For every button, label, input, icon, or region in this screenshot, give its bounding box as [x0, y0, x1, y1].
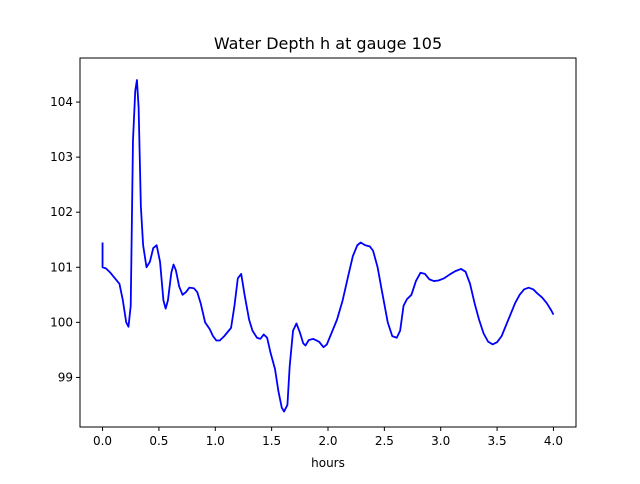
x-tick-label: 3.5	[488, 434, 507, 448]
y-tick-label: 103	[50, 150, 73, 164]
chart-title: Water Depth h at gauge 105	[214, 34, 442, 53]
y-tick-label: 104	[50, 95, 73, 109]
y-tick-label: 99	[58, 370, 73, 384]
x-axis-label: hours	[311, 456, 345, 470]
x-tick-label: 1.0	[206, 434, 225, 448]
y-tick-label: 101	[50, 260, 73, 274]
y-tick-label: 100	[50, 315, 73, 329]
series-line-1	[101, 79, 555, 413]
axis-ticks: 0.0 0.5 1.0 1.5 2.0 2.5 3.0 3.5 4.0 99 100 101 102 10…	[50, 95, 563, 448]
x-tick-label: 1.5	[262, 434, 281, 448]
x-tick-label: 2.0	[318, 434, 337, 448]
x-tick-label: 3.0	[431, 434, 450, 448]
x-tick-label: 0.0	[93, 434, 112, 448]
x-tick-label: 0.5	[149, 434, 168, 448]
x-tick-label: 2.5	[375, 434, 394, 448]
plot-area	[101, 79, 555, 413]
axes-frame	[79, 57, 577, 428]
y-tick-label: 102	[50, 205, 73, 219]
x-tick-label: 4.0	[544, 434, 563, 448]
